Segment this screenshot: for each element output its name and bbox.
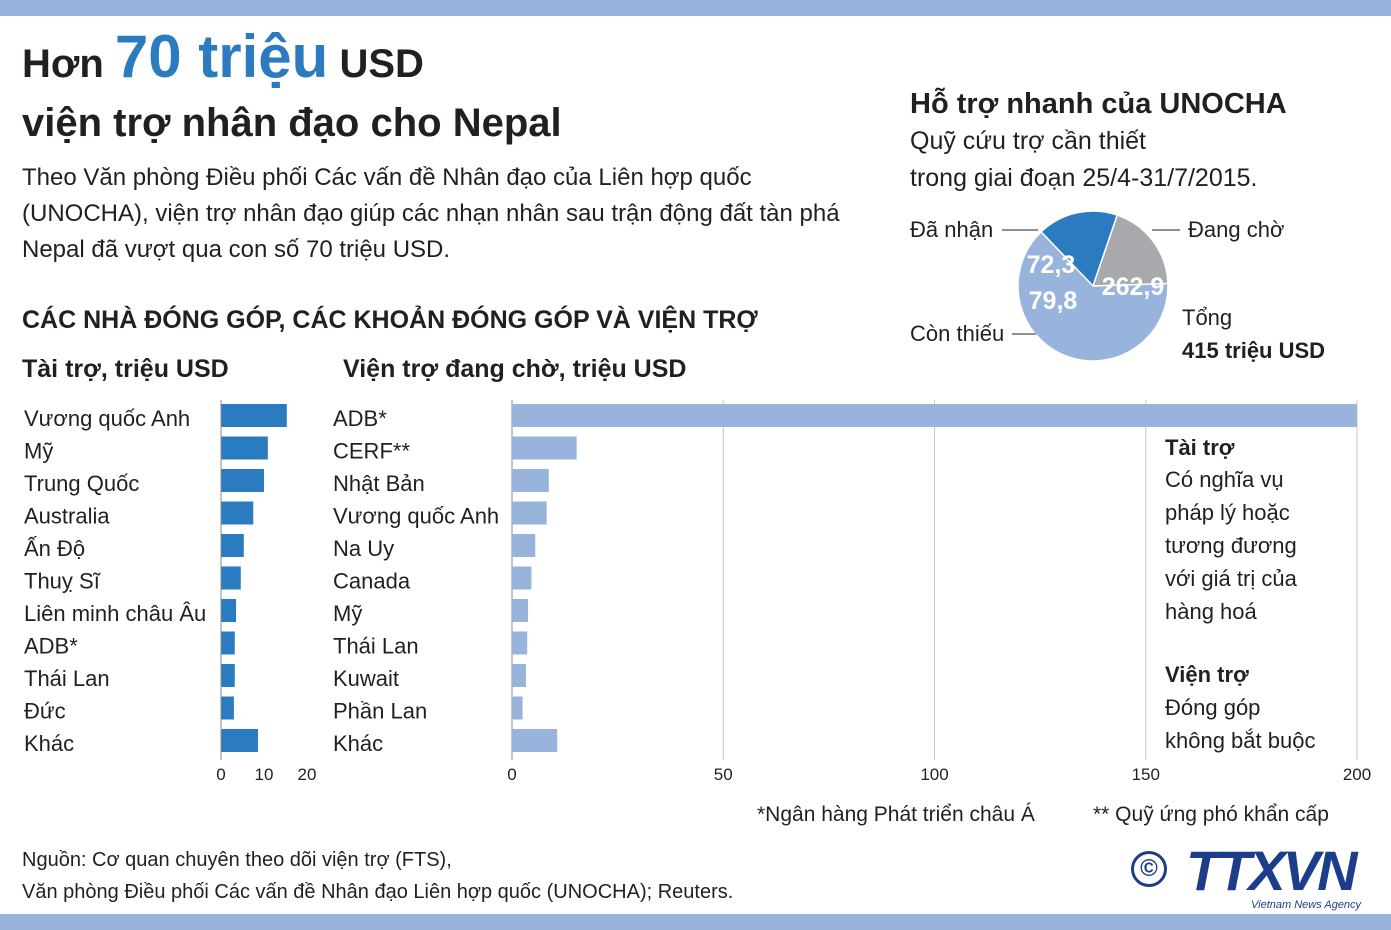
- aid-category-label: Kuwait: [333, 666, 399, 691]
- funding-bar: [221, 566, 241, 590]
- funding-bar: [221, 631, 235, 655]
- aid-category-label: Khác: [333, 731, 383, 756]
- pie-category-label: Đang chờ: [1188, 217, 1284, 242]
- title-suffix: USD: [339, 42, 424, 86]
- aid-definition-line: không bắt buộc: [1165, 728, 1316, 753]
- section-title: CÁC NHÀ ĐÓNG GÓP, CÁC KHOẢN ĐÓNG GÓP VÀ …: [22, 306, 758, 334]
- funding-x-tick-label: 20: [298, 765, 317, 784]
- page-title-line2: viện trợ nhân đạo cho Nepal: [22, 101, 562, 145]
- aid-x-tick-label: 0: [507, 765, 516, 784]
- funding-category-label: Đức: [24, 699, 66, 724]
- top-band: [0, 0, 1391, 16]
- title-highlight: 70 triệu: [114, 23, 329, 90]
- pie-total-label: Tổng: [1182, 305, 1232, 330]
- pie-value-label: 72,3: [1027, 251, 1076, 279]
- pie-category-label: Đã nhận: [910, 217, 993, 242]
- funding-category-label: Thái Lan: [24, 666, 110, 691]
- pie-total-value: 415 triệu USD: [1182, 338, 1325, 363]
- aid-bar: [512, 664, 526, 687]
- footnote-adb: *Ngân hàng Phát triển châu Á: [757, 803, 1035, 826]
- pie-subtitle-1: Quỹ cứu trợ cần thiết: [910, 127, 1146, 155]
- funding-bar: [221, 501, 254, 525]
- aid-definition-line: Đóng góp: [1165, 695, 1261, 720]
- funding-x-tick-label: 10: [255, 765, 274, 784]
- aid-bar: [512, 599, 529, 622]
- source-line-2: Văn phòng Điều phối Các vấn đề Nhân đạo …: [22, 881, 734, 903]
- pie-slice: [1040, 210, 1119, 288]
- pie-category-label: Còn thiếu: [910, 321, 1004, 346]
- title-prefix: Hơn: [22, 42, 104, 86]
- funding-bar: [221, 696, 234, 720]
- aid-category-label: CERF**: [333, 439, 410, 464]
- aid-bar: [512, 566, 532, 590]
- funding-definition-line: tương đương: [1165, 533, 1297, 558]
- aid-bar: [512, 436, 577, 460]
- funding-chart-title: Tài trợ, triệu USD: [22, 355, 229, 383]
- pie-title: Hỗ trợ nhanh của UNOCHA: [910, 88, 1287, 120]
- funding-definition-line: Có nghĩa vụ: [1165, 467, 1284, 492]
- aid-definition-text: Đóng góp không bắt buộc: [1165, 691, 1315, 757]
- funding-bar: [221, 469, 264, 492]
- aid-bar: [512, 729, 558, 752]
- funding-definition-line: pháp lý hoặc: [1165, 500, 1290, 525]
- funding-category-label: Khác: [24, 731, 74, 756]
- aid-category-label: Na Uy: [333, 536, 394, 561]
- funding-x-tick-label: 0: [216, 765, 225, 784]
- aid-x-tick-label: 100: [920, 765, 948, 784]
- pie-slice: [1091, 214, 1169, 287]
- aid-bar: [512, 696, 523, 720]
- footnote-cerf: ** Quỹ ứng phó khẩn cấp: [1093, 803, 1329, 826]
- funding-category-label: Ấn Độ: [24, 536, 85, 561]
- funding-bar: [221, 729, 258, 752]
- funding-definition-line: hàng hoá: [1165, 599, 1257, 624]
- funding-definition-line: với giá trị của: [1165, 566, 1297, 591]
- funding-bar: [221, 664, 235, 687]
- aid-x-tick-label: 200: [1343, 765, 1371, 784]
- aid-category-label: Canada: [333, 569, 411, 594]
- ttxvn-tagline: Vietnam News Agency: [1251, 899, 1362, 911]
- aid-bar: [512, 469, 549, 492]
- pie-slice: [1017, 230, 1169, 362]
- funding-category-label: Thuỵ Sĩ: [24, 569, 101, 594]
- aid-category-label: Thái Lan: [333, 634, 419, 659]
- aid-bar: [512, 404, 1357, 427]
- aid-definition-title: Viện trợ: [1165, 662, 1249, 687]
- source-line-1: Nguồn: Cơ quan chuyên theo dõi viện trợ …: [22, 849, 452, 871]
- aid-category-label: Nhật Bản: [333, 471, 425, 496]
- lede-paragraph: Theo Văn phòng Điều phối Các vấn đề Nhân…: [22, 164, 840, 263]
- pie-value-label: 79,8: [1029, 287, 1078, 315]
- funding-bar: [221, 599, 237, 622]
- funding-category-label: Liên minh châu Âu: [24, 601, 206, 626]
- funding-category-label: Vương quốc Anh: [24, 406, 190, 431]
- funding-definition-text: Có nghĩa vụ pháp lý hoặc tương đương với…: [1165, 463, 1297, 628]
- aid-chart-title: Viện trợ đang chờ, triệu USD: [343, 355, 687, 383]
- bottom-band: [0, 914, 1391, 930]
- pie-value-label: 262,9: [1102, 273, 1165, 301]
- ttxvn-logo: TTXVN: [1186, 839, 1358, 902]
- page-title-line1: Hơn 70 triệu USD: [22, 27, 424, 88]
- aid-category-label: Vương quốc Anh: [333, 504, 499, 529]
- aid-x-tick-label: 150: [1132, 765, 1160, 784]
- funding-category-label: Trung Quốc: [24, 471, 139, 496]
- aid-bar: [512, 501, 547, 525]
- copyright-symbol: ©: [1140, 855, 1158, 882]
- copyright-icon: ©: [1131, 851, 1167, 887]
- funding-bar: [221, 404, 287, 427]
- funding-bar: [221, 534, 244, 557]
- funding-definition-title: Tài trợ: [1165, 435, 1235, 460]
- funding-category-label: ADB*: [24, 634, 78, 659]
- aid-category-label: Phần Lan: [333, 699, 427, 724]
- funding-category-label: Australia: [24, 504, 110, 529]
- funding-category-label: Mỹ: [24, 439, 53, 464]
- funding-bar: [221, 436, 268, 460]
- aid-category-label: ADB*: [333, 406, 387, 431]
- aid-bar: [512, 631, 528, 655]
- aid-x-tick-label: 50: [714, 765, 733, 784]
- aid-category-label: Mỹ: [333, 601, 362, 626]
- pie-subtitle-2: trong giai đoạn 25/4-31/7/2015.: [910, 164, 1258, 192]
- aid-bar: [512, 534, 536, 557]
